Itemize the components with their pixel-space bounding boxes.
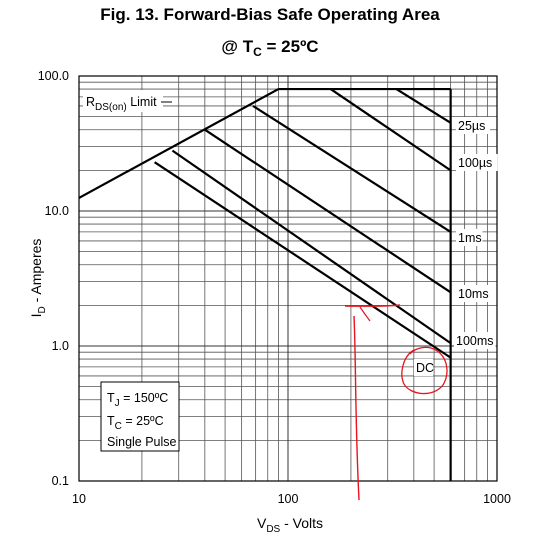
curve-labels: 25µs 100µs 1ms 10ms 100ms DC RDS(on) Limit bbox=[83, 90, 498, 376]
red-horizontal-mark bbox=[344, 304, 401, 307]
curve-label-bg bbox=[414, 359, 433, 376]
red-vertical-mark bbox=[353, 315, 360, 501]
series-line-1ms bbox=[252, 105, 452, 233]
tj-condition: TJ = 150ºC bbox=[107, 391, 168, 409]
series-line-100ms bbox=[171, 149, 452, 345]
rds-on-limit-line bbox=[78, 88, 279, 199]
plot-border bbox=[78, 75, 498, 482]
pulse-condition: Single Pulse bbox=[107, 435, 177, 449]
curve-label-bg bbox=[456, 117, 490, 134]
y-tick-label: 0.1 bbox=[52, 474, 69, 488]
series-lines bbox=[78, 87, 452, 481]
x-tick-label: 100 bbox=[278, 492, 299, 506]
x-tick-label: 10 bbox=[72, 492, 86, 506]
y-tick-label: 10.0 bbox=[45, 204, 69, 218]
curve-label-bg bbox=[456, 154, 498, 171]
curve-label: DC bbox=[416, 361, 434, 375]
tick-labels: 10 100 1000 100.0 10.0 1.0 0.1 bbox=[38, 69, 511, 506]
conditions-box: TJ = 150ºC TC = 25ºC Single Pulse bbox=[100, 381, 180, 452]
curve-label: 100µs bbox=[458, 156, 492, 170]
series-line-25s bbox=[395, 88, 452, 124]
rds-label-bg bbox=[83, 90, 163, 112]
x-axis-label: VDS - Volts bbox=[257, 515, 323, 535]
series-line-10ms bbox=[204, 128, 452, 294]
series-line-100s bbox=[330, 88, 452, 172]
curve-label-bg bbox=[456, 285, 490, 302]
handwritten-annotations bbox=[344, 304, 448, 501]
tc-condition: TC = 25ºC bbox=[107, 414, 164, 432]
red-tick-mark bbox=[359, 306, 371, 322]
curve-label-bg bbox=[456, 229, 483, 246]
conditions-border bbox=[100, 381, 180, 452]
y-axis-label: ID - Amperes bbox=[28, 239, 48, 318]
x-tick-label: 1000 bbox=[483, 492, 511, 506]
series-line-DC bbox=[153, 161, 452, 359]
curve-label-bg bbox=[454, 332, 496, 349]
curve-label: 100ms bbox=[456, 334, 494, 348]
curve-label: 10ms bbox=[458, 287, 489, 301]
red-circle-around-dc bbox=[401, 346, 448, 395]
y-tick-label: 1.0 bbox=[52, 339, 69, 353]
curve-label: 1ms bbox=[458, 231, 482, 245]
y-tick-label: 100.0 bbox=[38, 69, 69, 83]
plot-frame bbox=[78, 75, 498, 482]
chart-subtitle: @ TC = 25ºC bbox=[221, 37, 318, 59]
curve-label: 25µs bbox=[458, 119, 485, 133]
chart-title: Fig. 13. Forward-Bias Safe Operating Are… bbox=[100, 5, 440, 24]
rds-on-label: RDS(on) Limit bbox=[86, 95, 157, 113]
